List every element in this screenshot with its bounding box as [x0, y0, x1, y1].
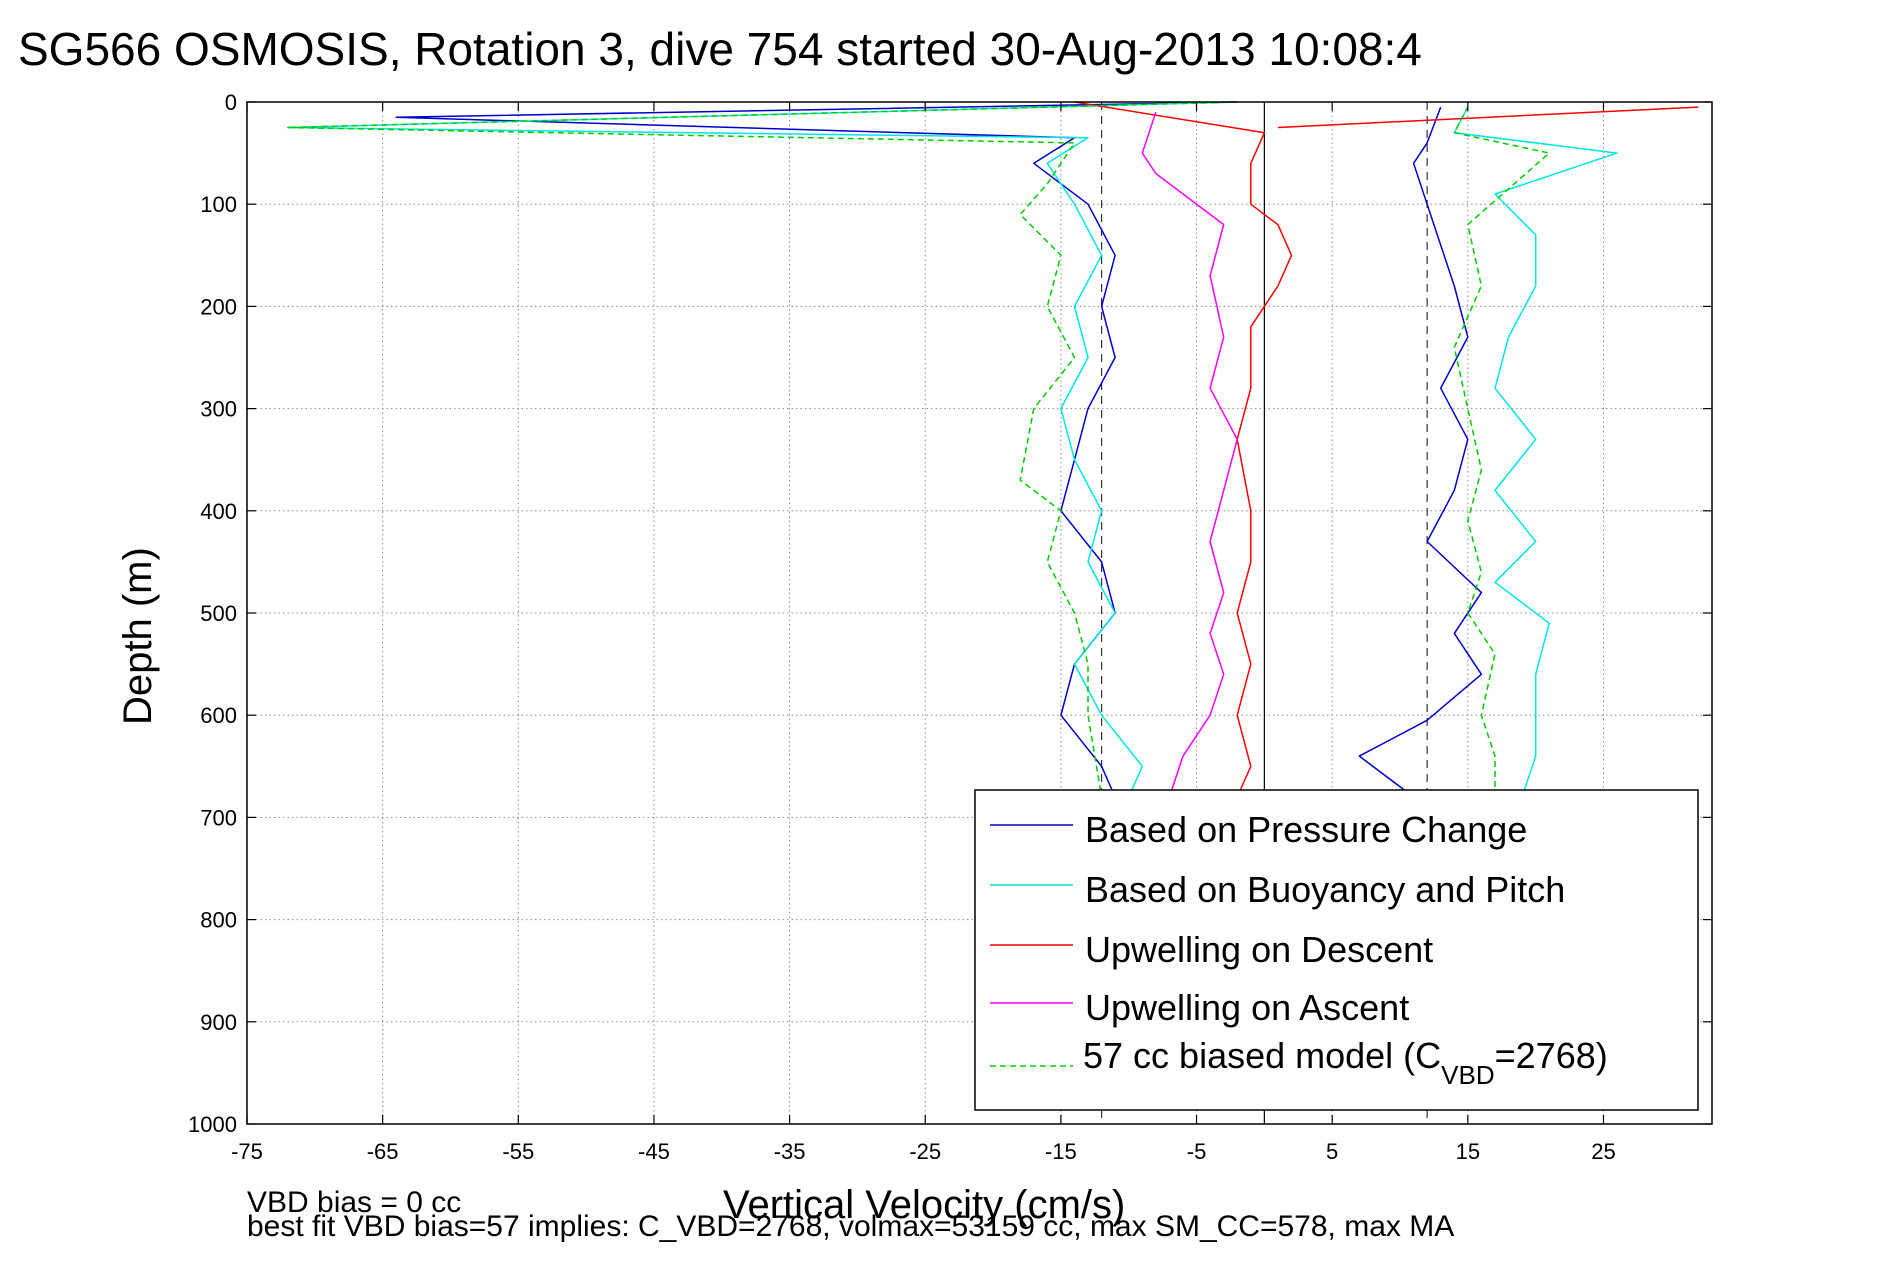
- y-axis-label: Depth (m): [116, 547, 160, 725]
- series-line: [1277, 106, 1699, 129]
- y-tick-label: 1000: [188, 1112, 237, 1137]
- footer-note-bias: VBD bias = 0 cc: [247, 1186, 461, 1219]
- y-tick-label: 700: [200, 805, 237, 830]
- y-tick-label: 500: [200, 601, 237, 626]
- x-tick-label: -35: [774, 1139, 806, 1164]
- y-tick-label: 100: [200, 192, 237, 217]
- x-tick-label: 15: [1456, 1139, 1480, 1164]
- legend-label-pressure: Based on Pressure Change: [1085, 809, 1527, 850]
- x-tick-label: -25: [909, 1139, 941, 1164]
- y-tick-label: 900: [200, 1010, 237, 1035]
- x-axis-label: Vertical Velocity (cm/s): [723, 1183, 1125, 1227]
- series-line: [1358, 106, 1483, 798]
- y-axis-ticks: 0 100 200 300 400 500 600 700 800 900 1000: [188, 90, 1712, 1137]
- series-line: [286, 101, 1238, 798]
- x-tick-label: -5: [1187, 1139, 1207, 1164]
- series-line: [395, 101, 1238, 798]
- legend-label-model: 57 cc biased model (CVBD=2768): [1083, 1035, 1608, 1090]
- legend-label-ascent: Upwelling on Ascent: [1085, 987, 1409, 1028]
- series-line: [1141, 111, 1238, 798]
- series-line: [1453, 106, 1550, 797]
- chart-title: SG566 OSMOSIS, Rotation 3, dive 754 star…: [18, 23, 1422, 75]
- x-tick-label: -65: [367, 1139, 399, 1164]
- series-line: [286, 101, 1238, 798]
- series-line: [1074, 101, 1293, 798]
- legend-label-descent: Upwelling on Descent: [1085, 929, 1433, 970]
- legend-model-subscript: VBD: [1441, 1060, 1494, 1090]
- legend-box: [974, 789, 1699, 1111]
- y-tick-label: 600: [200, 703, 237, 728]
- x-tick-label: -15: [1045, 1139, 1077, 1164]
- y-tick-label: 300: [200, 397, 237, 422]
- footer-note-best-fit: best fit VBD bias=57 implies: C_VBD=2768…: [247, 1210, 1454, 1243]
- y-tick-label: 0: [225, 90, 237, 115]
- x-tick-label: -45: [638, 1139, 670, 1164]
- x-tick-label: -55: [502, 1139, 534, 1164]
- legend-model-suffix: =2768): [1495, 1035, 1608, 1076]
- y-tick-label: 800: [200, 908, 237, 933]
- series-lines: [286, 101, 1699, 798]
- x-axis-ticks: -75 -65 -55 -45 -35 -25 -15 -5 5 15 25: [231, 102, 1616, 1164]
- x-tick-label: -75: [231, 1139, 263, 1164]
- series-line: [1453, 106, 1618, 798]
- legend: Based on Pressure Change Based on Buoyan…: [974, 789, 1699, 1111]
- y-tick-label: 400: [200, 499, 237, 524]
- x-tick-label: 5: [1326, 1139, 1338, 1164]
- x-tick-label: 25: [1591, 1139, 1615, 1164]
- y-tick-label: 200: [200, 294, 237, 319]
- legend-label-buoyancy: Based on Buoyancy and Pitch: [1085, 869, 1565, 910]
- legend-model-text: 57 cc biased model (C: [1083, 1035, 1441, 1076]
